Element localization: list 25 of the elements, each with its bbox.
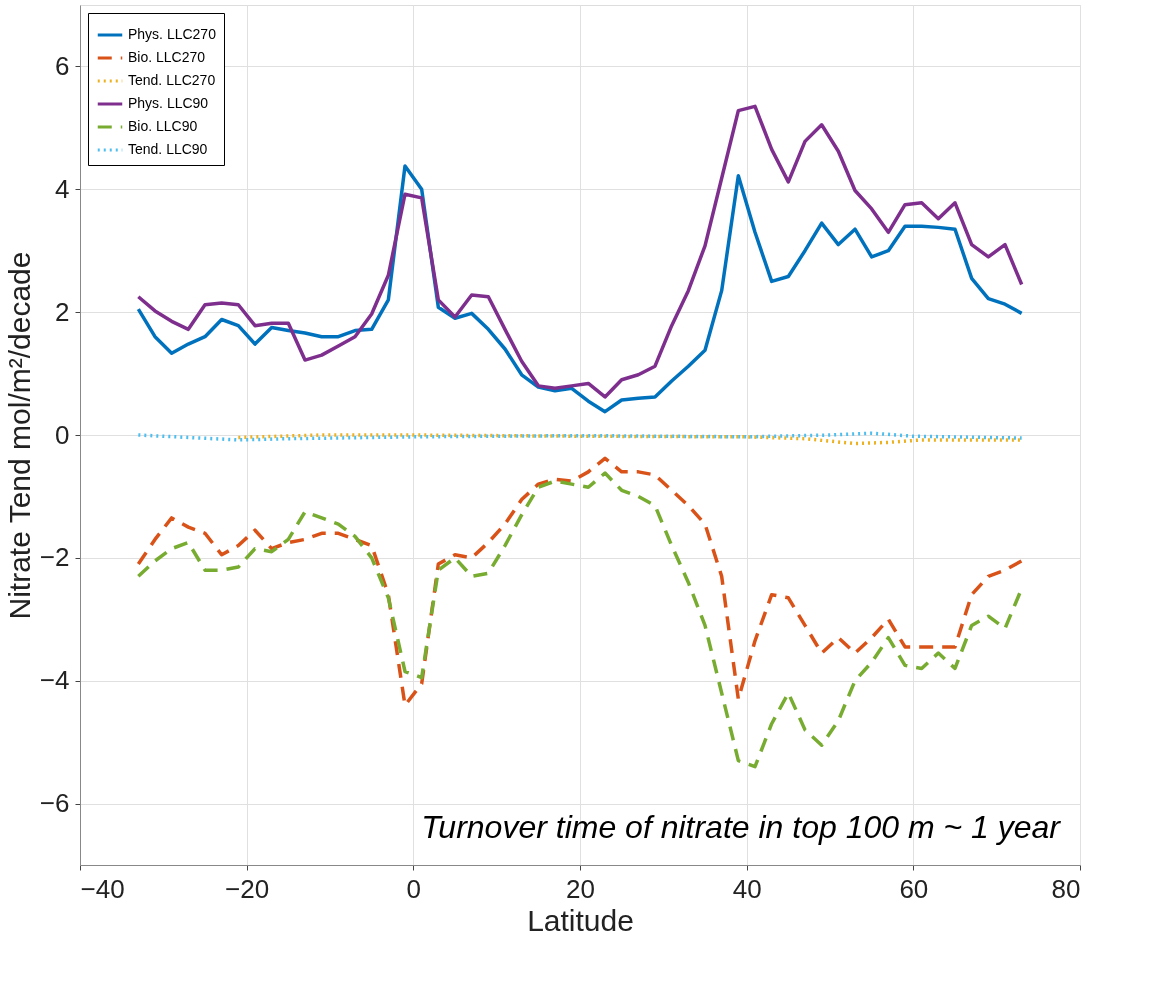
y-tick-label: −4: [39, 665, 70, 696]
legend-label: Phys. LLC270: [128, 26, 217, 42]
x-tick-label: 0: [406, 873, 422, 904]
x-tick-label: −40: [80, 873, 125, 904]
y-tick-label: −2: [39, 542, 70, 573]
y-axis-title: Nitrate Tend mol/m²/decade: [2, 251, 36, 620]
legend-label: Bio. LLC90: [128, 118, 198, 134]
y-tick-label: −6: [39, 788, 70, 819]
y-tick-label: 0: [55, 419, 70, 450]
x-tick-label: 60: [899, 873, 929, 904]
legend-label: Tend. LLC270: [128, 72, 216, 88]
x-tick-label: −20: [225, 873, 270, 904]
line-series: [136, 471, 1024, 769]
y-tick-label: 2: [55, 296, 70, 327]
legend-label: Phys. LLC90: [128, 95, 209, 111]
x-tick-label: 20: [566, 873, 595, 904]
y-tick-label: 4: [55, 173, 70, 204]
x-axis-title: Latitude: [527, 903, 634, 937]
x-tick-label: 40: [732, 873, 762, 904]
x-tick-label: 80: [1051, 873, 1081, 904]
legend-label: Bio. LLC270: [128, 49, 206, 65]
line-series: [136, 431, 1024, 442]
legend-label: Tend. LLC90: [128, 141, 208, 157]
annotation: Turnover time of nitrate in top 100 m ~ 1 year: [421, 809, 1062, 845]
y-tick-label: 6: [55, 50, 70, 81]
